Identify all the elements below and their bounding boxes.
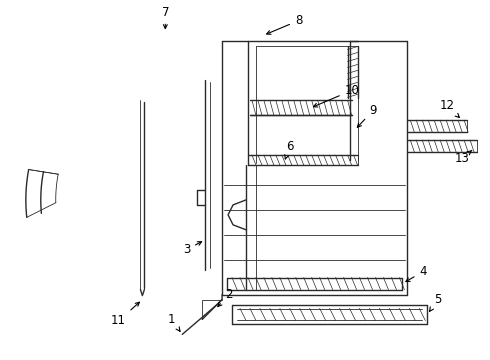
Text: 1: 1 — [168, 313, 180, 331]
Text: 2: 2 — [218, 288, 233, 306]
Text: 12: 12 — [439, 99, 459, 117]
Text: 9: 9 — [357, 104, 377, 127]
Text: 6: 6 — [285, 140, 294, 159]
Text: 8: 8 — [267, 14, 302, 34]
Text: 3: 3 — [183, 242, 201, 256]
Text: 13: 13 — [454, 150, 472, 165]
Text: 10: 10 — [314, 84, 360, 107]
Text: 5: 5 — [430, 293, 441, 311]
Text: 11: 11 — [111, 302, 139, 328]
Text: 7: 7 — [162, 6, 169, 28]
Text: 4: 4 — [406, 265, 427, 282]
